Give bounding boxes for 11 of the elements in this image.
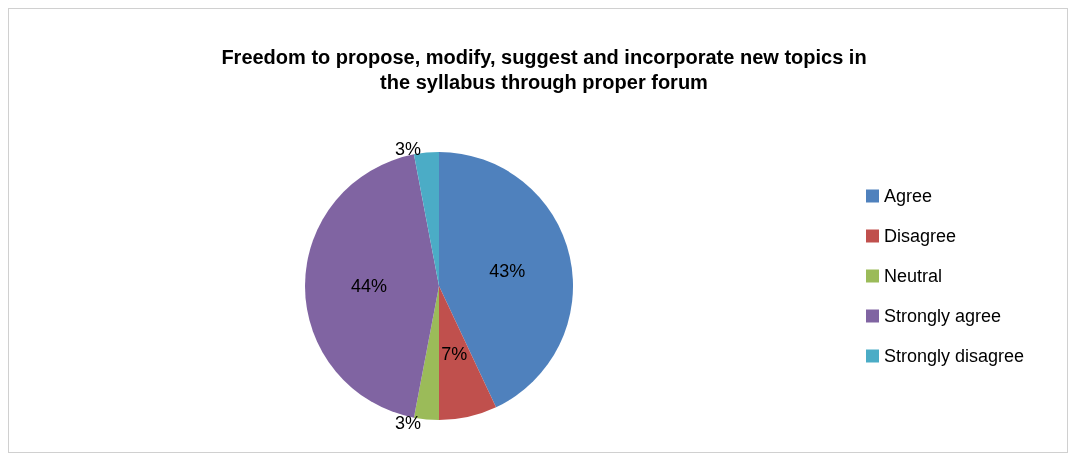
- legend-label: Disagree: [884, 226, 957, 246]
- legend-label: Strongly disagree: [884, 346, 1025, 366]
- data-label: 7%: [441, 344, 468, 365]
- legend-label: Strongly agree: [884, 306, 1002, 326]
- data-label: 44%: [350, 276, 388, 296]
- chart-title: Freedom to propose, modify, suggest and incorporate new topics in the syllabus through proper forum: [221, 45, 867, 93]
- legend-label: Neutral: [884, 266, 943, 286]
- data-label: 43%: [489, 260, 526, 281]
- data-label: 3%: [395, 138, 422, 159]
- legend-label: Agree: [884, 186, 933, 206]
- data-label: 3%: [395, 413, 422, 434]
